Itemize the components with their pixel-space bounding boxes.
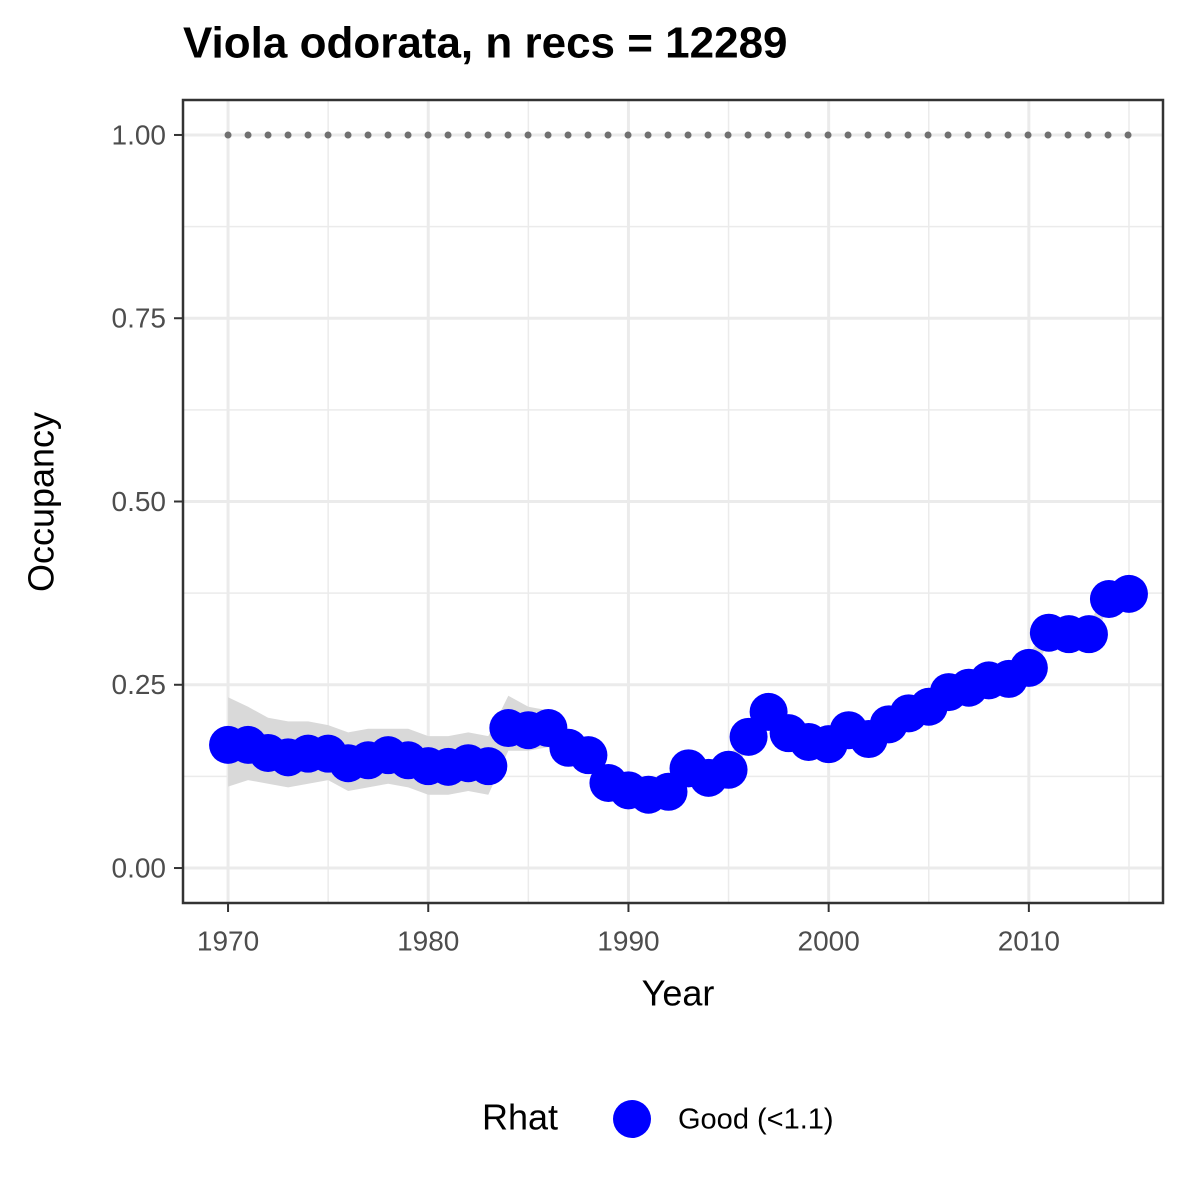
data-point	[469, 747, 508, 786]
panel-border	[181, 98, 1165, 905]
y-tick-label: 0.00	[112, 852, 167, 883]
x-axis-title: Year	[642, 973, 715, 1014]
data-point	[569, 736, 608, 775]
y-axis-title: Occupancy	[21, 412, 62, 592]
y-tick-label: 0.75	[112, 303, 167, 334]
y-tick-label: 1.00	[112, 119, 167, 150]
x-tick-label: 2000	[798, 925, 860, 956]
legend-key	[613, 1100, 651, 1138]
x-tick-label: 1970	[197, 925, 259, 956]
data-point	[1109, 574, 1148, 613]
data-point	[1069, 615, 1108, 654]
plot-area: 0.00 0.25 0.50 0.75 1.00 1970 1980 1990 2000 2010	[112, 98, 1165, 956]
data-point	[709, 750, 748, 789]
legend-title: Rhat	[482, 1097, 558, 1138]
x-tick-label: 1980	[397, 925, 459, 956]
x-tick-label: 2010	[998, 925, 1060, 956]
data-point	[1009, 648, 1048, 687]
chart-title: Viola odorata, n recs = 12289	[183, 19, 788, 68]
x-tick-label: 1990	[597, 925, 659, 956]
y-tick-label: 0.25	[112, 669, 167, 700]
legend-label: Good (<1.1)	[678, 1104, 834, 1136]
y-tick-label: 0.50	[112, 486, 167, 517]
